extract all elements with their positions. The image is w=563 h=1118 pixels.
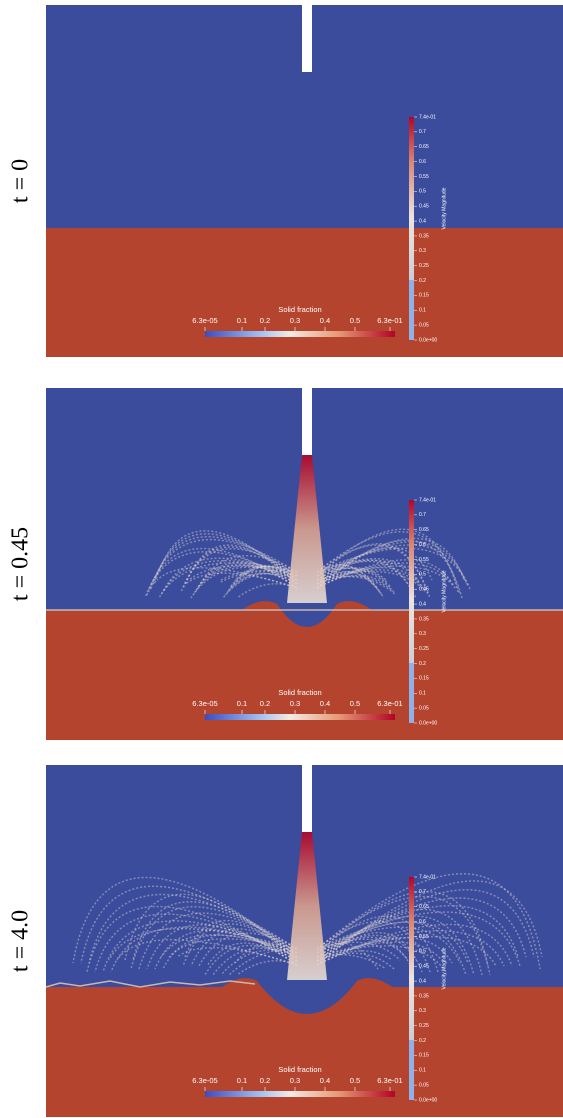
colorbar-tick-label: 0.7 bbox=[419, 129, 426, 135]
colorbar-tick-label: 0.2 bbox=[419, 1038, 426, 1044]
colorbar-tick-label: 0.1 bbox=[237, 699, 247, 708]
colorbar-tick-label: 0.0e+00 bbox=[419, 337, 437, 343]
colorbar-tick-label: 0.4 bbox=[419, 601, 426, 607]
colorbar-tick-label: 0.55 bbox=[419, 174, 429, 180]
colorbar-tick-label: 0.0e+00 bbox=[419, 1097, 437, 1103]
colorbar-tick-label: 0.5 bbox=[419, 189, 426, 195]
time-label: t = 0 bbox=[8, 159, 34, 203]
colorbar-tick-label: 0.4 bbox=[320, 699, 330, 708]
colorbar-title: Solid fraction bbox=[278, 305, 321, 314]
colorbar-tick-label: 0.2 bbox=[419, 278, 426, 284]
colorbar-tick-label: 0.4 bbox=[320, 1076, 330, 1085]
figure: t = 0 Solid fraction 6.3e-05 0.1 0.2 0.3 0.4 0.… bbox=[0, 0, 563, 1118]
granular-bed bbox=[46, 228, 563, 357]
colorbar-tick-label: 0.55 bbox=[419, 557, 429, 563]
colorbar-tick-label: 0.5 bbox=[419, 572, 426, 578]
colorbar-tick-label: 0.3 bbox=[290, 316, 300, 325]
colorbar-tick-label: 0.1 bbox=[419, 691, 426, 697]
colorbar-tick-label: 0.25 bbox=[419, 1023, 429, 1029]
colorbar-tick-label: 0.65 bbox=[419, 144, 429, 150]
colorbar-tick-label: 0.3 bbox=[419, 248, 426, 254]
colorbar-tick-label: 0.0e+00 bbox=[419, 720, 437, 726]
colorbar bbox=[205, 714, 395, 720]
colorbar-title: Velocity Magnitude bbox=[441, 187, 447, 229]
colorbar-tick-label: 0.5 bbox=[350, 316, 360, 325]
colorbar-tick-label: 0.25 bbox=[419, 646, 429, 652]
colorbar-title: Solid fraction bbox=[278, 688, 321, 697]
colorbar-tick-label: 0.3 bbox=[419, 1008, 426, 1014]
colorbar-title: Velocity Magnitude bbox=[441, 570, 447, 612]
colorbar-tick-label: 0.2 bbox=[419, 661, 426, 667]
colorbar-tick-label: 0.3 bbox=[290, 699, 300, 708]
colorbar-tick-label: 0.15 bbox=[419, 676, 429, 682]
colorbar-tick-label: 0.4 bbox=[419, 978, 426, 984]
colorbar-tick-label: 6.3e-05 bbox=[192, 699, 217, 708]
colorbar-tick-label: 0.7 bbox=[419, 512, 426, 518]
colorbar-tick-label: 0.1 bbox=[419, 308, 426, 314]
colorbar-tick-label: 0.1 bbox=[237, 1076, 247, 1085]
colorbar-tick-label: 0.3 bbox=[290, 1076, 300, 1085]
colorbar-tick-label: 0.4 bbox=[320, 316, 330, 325]
colorbar-tick-label: 0.2 bbox=[260, 1076, 270, 1085]
colorbar-tick-label: 0.6 bbox=[419, 159, 426, 165]
colorbar-tick-label: 0.65 bbox=[419, 527, 429, 533]
colorbar-tick-label: 0.5 bbox=[350, 1076, 360, 1085]
colorbar-tick-label: 0.15 bbox=[419, 1053, 429, 1059]
colorbar-tick-label: 0.25 bbox=[419, 263, 429, 269]
colorbar-tick-label: 0.1 bbox=[237, 316, 247, 325]
colorbar bbox=[205, 331, 395, 337]
colorbar-title: Solid fraction bbox=[278, 1065, 321, 1074]
colorbar bbox=[205, 1091, 395, 1097]
colorbar-tick-label: 0.45 bbox=[419, 587, 429, 593]
colorbar-tick-label: 0.35 bbox=[419, 993, 429, 999]
colorbar-tick-label: 0.35 bbox=[419, 233, 429, 239]
colorbar-tick-label: 0.2 bbox=[260, 699, 270, 708]
colorbar-tick-label: 0.1 bbox=[419, 1068, 426, 1074]
panel: t = 4.0 Solid fraction 6.3e-05 0.1 0.2 0.3 0.4… bbox=[8, 765, 563, 1117]
time-label: t = 0.45 bbox=[8, 527, 34, 601]
colorbar-tick-label: 0.55 bbox=[419, 934, 429, 940]
colorbar-tick-label: 0.35 bbox=[419, 616, 429, 622]
colorbar-tick-label: 0.15 bbox=[419, 293, 429, 299]
colorbar-tick-label: 0.7 bbox=[419, 889, 426, 895]
colorbar-tick-label: 7.4e-01 bbox=[419, 874, 436, 880]
colorbar-tick-label: 0.6 bbox=[419, 919, 426, 925]
colorbar-tick-label: 0.45 bbox=[419, 204, 429, 210]
colorbar-tick-label: 7.4e-01 bbox=[419, 497, 436, 503]
nozzle bbox=[302, 765, 312, 832]
nozzle bbox=[302, 388, 312, 455]
colorbar bbox=[409, 117, 414, 340]
colorbar-tick-label: 0.5 bbox=[419, 949, 426, 955]
colorbar bbox=[409, 877, 414, 1100]
colorbar-tick-label: 6.3e-01 bbox=[377, 316, 402, 325]
colorbar-tick-label: 0.45 bbox=[419, 964, 429, 970]
colorbar-tick-label: 6.3e-01 bbox=[377, 699, 402, 708]
colorbar-tick-label: 0.05 bbox=[419, 1082, 429, 1088]
colorbar-tick-label: 0.2 bbox=[260, 316, 270, 325]
colorbar-tick-label: 0.05 bbox=[419, 322, 429, 328]
panel: t = 0.45 Solid fraction 6.3e-05 0.1 0.2 0.3 0.… bbox=[8, 388, 563, 740]
colorbar-tick-label: 6.3e-01 bbox=[377, 1076, 402, 1085]
colorbar-tick-label: 0.4 bbox=[419, 218, 426, 224]
colorbar-tick-label: 0.65 bbox=[419, 904, 429, 910]
time-label: t = 4.0 bbox=[8, 910, 34, 972]
colorbar bbox=[409, 500, 414, 723]
nozzle bbox=[302, 5, 312, 72]
colorbar-tick-label: 0.3 bbox=[419, 631, 426, 637]
colorbar-tick-label: 0.6 bbox=[419, 542, 426, 548]
colorbar-tick-label: 7.4e-01 bbox=[419, 114, 436, 120]
colorbar-title: Velocity Magnitude bbox=[441, 947, 447, 989]
colorbar-tick-label: 6.3e-05 bbox=[192, 316, 217, 325]
colorbar-tick-label: 6.3e-05 bbox=[192, 1076, 217, 1085]
panel: t = 0 Solid fraction 6.3e-05 0.1 0.2 0.3 0.4 0.… bbox=[8, 5, 563, 357]
colorbar-tick-label: 0.05 bbox=[419, 705, 429, 711]
colorbar-tick-label: 0.5 bbox=[350, 699, 360, 708]
